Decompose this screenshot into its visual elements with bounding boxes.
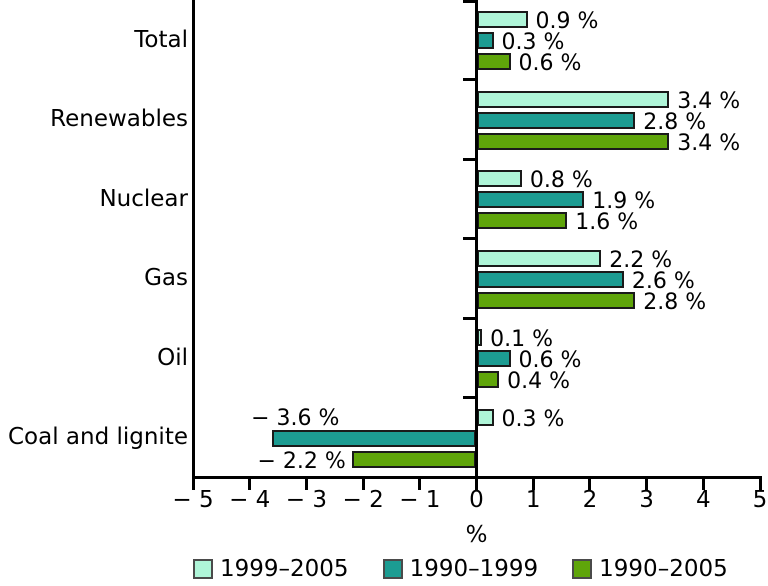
- x-tick-label: − 4: [229, 487, 271, 513]
- category-label: Nuclear: [99, 185, 188, 212]
- bar-value-label: 0.3 %: [501, 406, 565, 432]
- x-tick: [701, 477, 705, 490]
- bar: [476, 212, 568, 229]
- bar-value-label: 1.9 %: [592, 189, 656, 214]
- bar: [476, 371, 500, 388]
- x-tick-label: 2: [582, 487, 598, 513]
- bar-value-label: 3.4 %: [677, 130, 741, 156]
- bar-value-label: 2.8 %: [643, 109, 707, 135]
- bar-value-label: 0.6 %: [518, 348, 582, 373]
- legend-swatch: [382, 559, 403, 579]
- bar-value-label: 0.4 %: [507, 369, 571, 394]
- bar-value-label: − 2.2 %: [257, 448, 346, 474]
- x-tick: [248, 477, 252, 490]
- legend-item: 1990–1999: [382, 556, 539, 582]
- bar: [351, 450, 477, 468]
- x-tick: [645, 477, 649, 490]
- bar: [476, 132, 670, 150]
- bar-value-label: 0.6 %: [518, 51, 582, 76]
- category-label: Total: [134, 26, 188, 53]
- x-tick: [758, 477, 762, 490]
- category-label: Renewables: [50, 106, 188, 133]
- category-label: Gas: [144, 265, 188, 292]
- bar-value-label: 2.8 %: [643, 289, 707, 315]
- x-tick-label: − 3: [285, 487, 327, 513]
- bar: [476, 53, 511, 70]
- x-tick: [191, 477, 195, 490]
- x-tick-label: 1: [525, 487, 541, 513]
- category-tick: [462, 237, 477, 240]
- x-tick-label: − 2: [342, 487, 384, 513]
- bar-value-label: 2.2 %: [609, 247, 673, 273]
- bar: [476, 11, 528, 28]
- category-label: Coal and lignite: [7, 424, 188, 451]
- x-tick-label: 0: [469, 487, 484, 513]
- x-tick: [588, 477, 592, 490]
- bar: [476, 111, 636, 129]
- legend-item: 1990–2005: [572, 556, 728, 582]
- bar: [476, 249, 602, 267]
- bar-value-label: 0.9 %: [535, 9, 599, 34]
- x-tick: [304, 477, 308, 490]
- bar-value-label: 0.1 %: [490, 327, 554, 352]
- bar-value-label: 2.6 %: [631, 268, 695, 294]
- bar: [476, 291, 636, 309]
- legend: 1999–2005 1990–1999 1990–2005: [193, 556, 728, 582]
- bar: [476, 191, 585, 208]
- legend-label: 1990–2005: [599, 556, 728, 582]
- legend-item: 1999–2005: [193, 556, 349, 582]
- bar: [476, 170, 522, 187]
- bar: [476, 90, 670, 108]
- category-tick: [462, 396, 477, 399]
- bar: [272, 429, 477, 447]
- category-tick: [462, 78, 477, 81]
- x-tick-label: − 1: [399, 487, 441, 513]
- category-tick: [462, 0, 477, 3]
- zero-line: [475, 0, 478, 477]
- x-tick: [531, 477, 535, 490]
- legend-label: 1999–2005: [220, 556, 349, 582]
- x-tick-label: 3: [639, 487, 654, 513]
- x-tick: [361, 477, 365, 490]
- bar-value-label: 3.4 %: [677, 88, 741, 114]
- x-tick: [475, 477, 478, 490]
- bar: [476, 32, 494, 49]
- bar: [476, 408, 494, 426]
- bar-value-label: 0.3 %: [501, 30, 565, 55]
- x-tick-label: − 5: [172, 487, 214, 513]
- bar: [476, 270, 624, 288]
- x-tick: [418, 477, 422, 490]
- legend-label: 1990–1999: [409, 556, 539, 582]
- bar-value-label: 0.8 %: [529, 168, 593, 193]
- category-tick: [462, 316, 477, 320]
- y-axis-line: [191, 0, 195, 477]
- bar-value-label: − 3.6 %: [251, 405, 340, 431]
- bar-value-label: 1.6 %: [575, 210, 639, 235]
- x-tick-label: 5: [752, 487, 768, 513]
- category-label: Oil: [157, 344, 188, 371]
- category-tick: [462, 157, 477, 161]
- legend-swatch: [572, 559, 593, 579]
- legend-swatch: [193, 559, 213, 579]
- x-axis-title: %: [465, 522, 488, 548]
- x-tick-label: 4: [695, 487, 711, 513]
- bar: [476, 350, 511, 367]
